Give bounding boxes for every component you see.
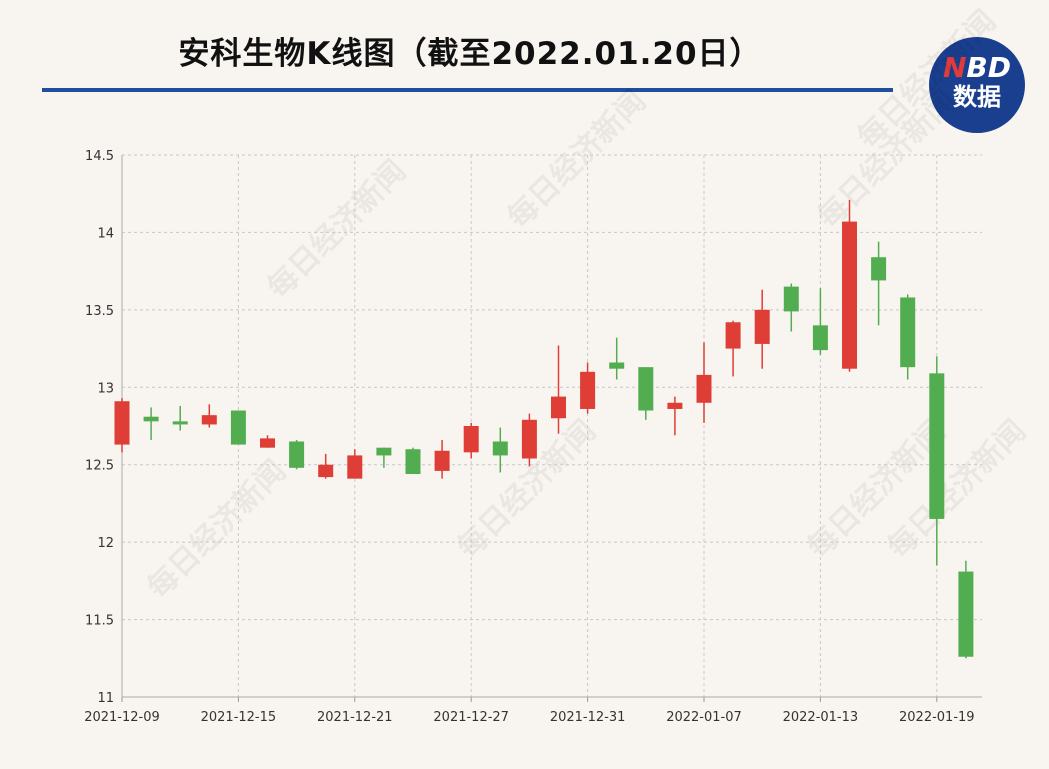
candle-body [754, 309, 770, 344]
candle-body [812, 325, 828, 351]
y-tick-label: 12.5 [85, 459, 114, 474]
x-tick-label: 2021-12-21 [317, 710, 393, 725]
x-tick-label: 2022-01-19 [899, 710, 975, 725]
y-tick-label: 12 [97, 536, 114, 551]
candle-body [230, 410, 246, 445]
candle-body [201, 415, 217, 425]
y-tick-label: 11 [97, 691, 114, 706]
candle-body [289, 441, 305, 468]
candle-body [492, 441, 508, 456]
candle-body [434, 450, 450, 471]
logo-bd: BD [966, 51, 1012, 84]
x-tick-label: 2021-12-09 [84, 710, 160, 725]
x-tick-label: 2021-12-27 [433, 710, 509, 725]
candle-body [521, 419, 537, 459]
candle-body [463, 426, 479, 453]
candle-body [318, 464, 334, 478]
candle-body [405, 449, 421, 475]
candle-body [871, 257, 887, 281]
y-tick-label: 11.5 [85, 614, 114, 629]
candle-body [609, 362, 625, 369]
candle-body [929, 373, 945, 519]
candle-body [551, 396, 566, 419]
candle-body [900, 297, 916, 368]
logo-data: 数据 [953, 83, 1001, 111]
watermark: 每日经济新闻 [261, 154, 413, 306]
candle-body [580, 371, 596, 409]
candle-body [260, 438, 275, 448]
watermark: 每日经济新闻 [501, 84, 653, 236]
watermark: 每日经济新闻 [881, 414, 1033, 566]
x-tick-label: 2022-01-13 [783, 710, 859, 725]
watermark: 每日经济新闻 [141, 454, 293, 606]
x-tick-label: 2022-01-07 [666, 710, 742, 725]
candle-body [958, 571, 974, 657]
candle-body [696, 374, 712, 403]
candle-body [347, 455, 363, 479]
logo-n: N [942, 51, 967, 84]
x-tick-label: 2021-12-31 [550, 710, 626, 725]
nbd-logo: NBD 数据 [929, 37, 1025, 133]
y-tick-label: 14.5 [85, 149, 114, 164]
candle-body [725, 322, 741, 349]
candle-body [638, 367, 654, 411]
x-tick-label: 2021-12-15 [201, 710, 277, 725]
y-tick-label: 14 [97, 226, 114, 241]
y-tick-label: 13.5 [85, 304, 114, 319]
candle-body [667, 402, 683, 409]
title-underline [42, 88, 893, 92]
candle-body [842, 221, 857, 369]
chart-title: 安科生物K线图（截至2022.01.20日） [178, 36, 762, 72]
candle-body [376, 447, 392, 456]
y-tick-label: 13 [97, 381, 114, 396]
candle-body [143, 416, 159, 422]
candle-body [783, 286, 799, 312]
candle-body [114, 401, 130, 445]
candle-body [172, 421, 188, 425]
